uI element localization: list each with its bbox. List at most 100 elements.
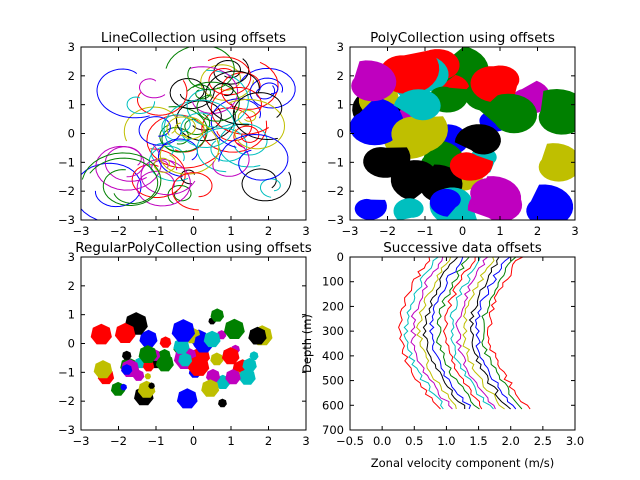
x-tick-label: 0.0 <box>373 434 391 448</box>
line-collection-item <box>213 58 250 85</box>
regular-polygon <box>178 352 193 367</box>
regular-polygon <box>201 379 220 397</box>
x-tick-label: 1.5 <box>469 434 487 448</box>
velocity-profile-series <box>462 257 505 410</box>
x-tick-label: −1 <box>148 434 165 448</box>
regular-polygon <box>155 353 174 372</box>
velocity-profile-series <box>481 257 523 410</box>
line-collection-item <box>207 56 252 96</box>
poly-collection-item <box>538 89 575 135</box>
poly-collection-item <box>351 60 397 102</box>
line-collection-item <box>159 106 208 153</box>
y-tick-label: −3 <box>58 423 75 437</box>
x-tick-label: 3 <box>302 224 309 238</box>
y-tick-label: 600 <box>322 398 344 412</box>
line-collection-item <box>146 114 220 169</box>
poly-collection-item <box>354 198 387 220</box>
x-tick-label: −3 <box>73 224 90 238</box>
regular-polygon <box>206 368 221 383</box>
line-collection-item <box>192 84 212 100</box>
regular-polygon <box>225 369 241 385</box>
line-collection-item <box>138 78 166 99</box>
x-tick-label: 2.0 <box>502 434 520 448</box>
line-collection-item <box>81 162 142 220</box>
x-tick-label: −3 <box>73 434 90 448</box>
regular-polygon <box>148 382 155 389</box>
x-tick-label: 0 <box>190 224 197 238</box>
poly-collection-item <box>479 93 538 134</box>
regular-polygon <box>142 360 155 372</box>
line-collection-item <box>259 82 279 95</box>
panel-poly-collection: PolyCollection using offsets −3 −2 −1 0 1 2 3 −… <box>327 30 579 238</box>
regular-polygon <box>221 347 240 365</box>
line-collection-item <box>104 146 147 182</box>
y-tick-label: 700 <box>322 423 344 437</box>
line-collection-item <box>136 158 191 207</box>
y-tick-label: −2 <box>58 184 75 198</box>
velocity-profile-series <box>410 257 453 410</box>
regular-polygon <box>171 319 195 342</box>
regular-polygon <box>138 345 157 363</box>
velocity-profile-series <box>474 257 517 410</box>
panel-title: LineCollection using offsets <box>101 30 286 46</box>
line-collection-item <box>204 70 260 126</box>
regular-polygon <box>114 322 136 343</box>
velocity-profile-series <box>487 257 531 410</box>
regular-polygon <box>210 308 224 322</box>
regular-polygon <box>249 351 259 360</box>
x-tick-label: −2 <box>379 224 396 238</box>
panel-regular-poly-collection: RegularPolyCollection using offsets −3 −2… <box>58 240 312 448</box>
line-collection-item <box>167 184 192 205</box>
line-collection-item <box>95 144 162 191</box>
poly-collection-item <box>429 188 461 217</box>
line-collection-item <box>186 81 240 122</box>
regular-polygon <box>139 329 158 348</box>
x-tick-label: 2.5 <box>534 434 552 448</box>
y-tick-label: −2 <box>327 184 344 198</box>
poly-collection-item <box>350 97 404 146</box>
y-tick-label: 1 <box>68 98 75 112</box>
velocity-profile-series <box>436 257 480 410</box>
poly-collection-item <box>391 116 448 154</box>
y-tick-label: −3 <box>327 213 344 227</box>
y-tick-label: 0 <box>337 127 344 141</box>
velocity-profile-series <box>449 257 494 410</box>
line-collection-item <box>233 125 260 149</box>
y-tick-label: 200 <box>322 299 344 313</box>
regular-polygon <box>210 352 224 366</box>
poly-collection-item <box>449 152 493 181</box>
line-collection-item <box>188 66 239 114</box>
axes-frame <box>349 256 576 431</box>
x-tick-label: −0.5 <box>336 434 364 448</box>
y-tick-label: −2 <box>58 394 75 408</box>
line-collection-item <box>96 68 150 119</box>
y-tick-label: 2 <box>337 69 344 83</box>
x-tick-label: 2 <box>265 224 272 238</box>
regular-polygon <box>144 373 151 380</box>
velocity-profile-series <box>468 257 511 410</box>
x-tick-label: −1 <box>148 224 165 238</box>
line-collection-item <box>165 47 235 91</box>
line-collection-item <box>81 152 162 207</box>
y-tick-label: 1 <box>68 308 75 322</box>
y-tick-label: −1 <box>58 155 75 169</box>
y-tick-label: 500 <box>322 374 344 388</box>
line-collection-item <box>89 157 159 205</box>
regular-polygon <box>90 323 112 345</box>
y-axis-label: Depth (m) <box>300 314 314 373</box>
line-collection-item <box>212 142 250 177</box>
regular-polygon <box>122 350 132 360</box>
line-collection-item <box>259 178 281 198</box>
regular-polygon <box>248 326 267 345</box>
y-tick-label: −3 <box>58 213 75 227</box>
line-collection-item <box>186 69 249 128</box>
y-tick-label: −1 <box>58 365 75 379</box>
x-tick-label: 0.5 <box>405 434 423 448</box>
regular-polygon <box>93 360 113 379</box>
line-collection-item <box>180 169 195 185</box>
y-tick-label: 3 <box>68 250 75 264</box>
y-tick-label: 1 <box>337 98 344 112</box>
x-tick-label: 0 <box>190 434 197 448</box>
poly-collection-item <box>393 89 441 121</box>
